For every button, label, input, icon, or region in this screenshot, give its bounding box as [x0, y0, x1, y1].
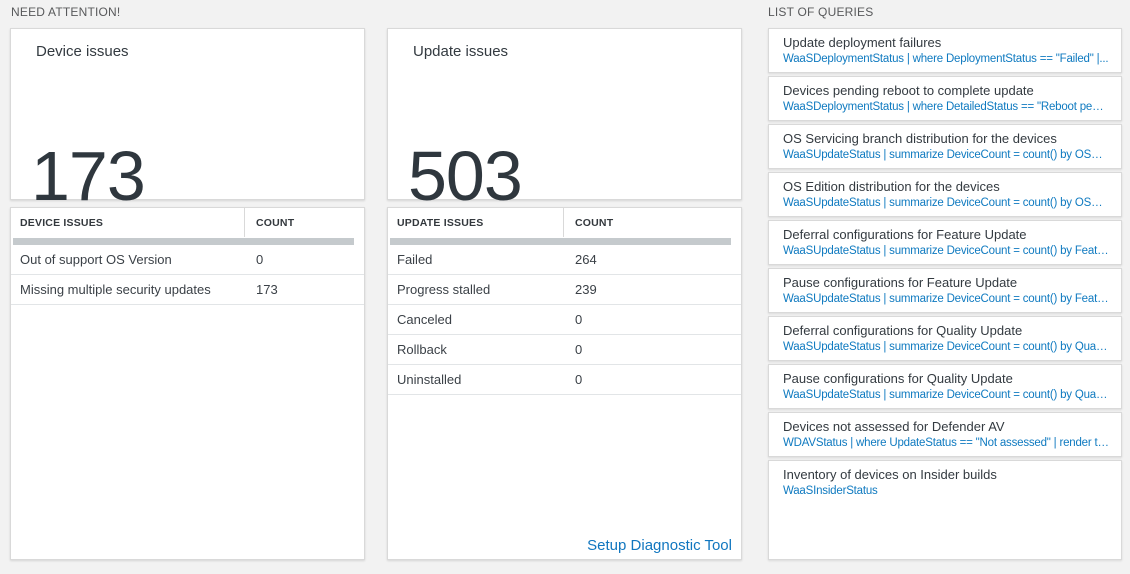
- table-row[interactable]: Rollback 0: [388, 335, 741, 365]
- horizontal-scrollbar[interactable]: [13, 238, 354, 245]
- query-code: WaaSDeploymentStatus | where DeploymentS…: [783, 53, 1109, 65]
- issue-name: Uninstalled: [397, 372, 462, 387]
- issue-name: Out of support OS Version: [20, 252, 172, 267]
- issue-name: Progress stalled: [397, 282, 491, 297]
- table-row[interactable]: Missing multiple security updates 173: [11, 275, 364, 305]
- device-issues-tile[interactable]: Device issues 173: [10, 28, 365, 211]
- issue-count: 0: [256, 252, 264, 267]
- issue-name: Canceled: [397, 312, 452, 327]
- count-col-header: COUNT: [575, 216, 614, 229]
- issue-count: 239: [575, 282, 597, 297]
- query-title: OS Servicing branch distribution for the…: [783, 131, 1057, 146]
- issue-count: 0: [575, 312, 583, 327]
- need-attention-heading: NEED ATTENTION!: [11, 5, 121, 19]
- query-title: Pause configurations for Quality Update: [783, 371, 1013, 386]
- query-item[interactable]: Inventory of devices on Insider builds W…: [768, 460, 1122, 560]
- setup-diagnostic-tool-link[interactable]: Setup Diagnostic Tool: [587, 537, 732, 554]
- update-issues-table: UPDATE ISSUES COUNT Failed 264 Progress …: [387, 207, 742, 560]
- query-title: Deferral configurations for Quality Upda…: [783, 323, 1023, 338]
- queries-panel: Update deployment failures WaaSDeploymen…: [768, 28, 1122, 560]
- query-item[interactable]: Update deployment failures WaaSDeploymen…: [768, 28, 1122, 73]
- table-row[interactable]: Progress stalled 239: [388, 275, 741, 305]
- query-title: Deferral configurations for Feature Upda…: [783, 227, 1027, 242]
- update-issues-tile[interactable]: Update issues 503: [387, 28, 742, 211]
- issue-count: 264: [575, 252, 597, 267]
- query-item[interactable]: Pause configurations for Feature Update …: [768, 268, 1122, 313]
- query-item[interactable]: Deferral configurations for Feature Upda…: [768, 220, 1122, 265]
- update-issues-title: Update issues: [413, 43, 509, 60]
- update-issues-total: 503: [408, 137, 523, 215]
- device-issues-total: 173: [31, 137, 146, 215]
- table-row[interactable]: Failed 264: [388, 245, 741, 275]
- query-title: Update deployment failures: [783, 35, 942, 50]
- query-code: WaaSInsiderStatus: [783, 485, 878, 497]
- query-item[interactable]: OS Servicing branch distribution for the…: [768, 124, 1122, 169]
- query-item[interactable]: Devices pending reboot to complete updat…: [768, 76, 1122, 121]
- issue-count: 0: [575, 342, 583, 357]
- query-code: WDAVStatus | where UpdateStatus == "Not …: [783, 437, 1109, 449]
- query-title: Pause configurations for Feature Update: [783, 275, 1018, 290]
- issue-count: 173: [256, 282, 278, 297]
- query-code: WaaSUpdateStatus | summarize DeviceCount…: [783, 149, 1109, 161]
- query-code: WaaSUpdateStatus | summarize DeviceCount…: [783, 197, 1109, 209]
- query-title: Devices pending reboot to complete updat…: [783, 83, 1034, 98]
- query-code: WaaSUpdateStatus | summarize DeviceCount…: [783, 245, 1109, 257]
- query-code: WaaSDeploymentStatus | where DetailedSta…: [783, 101, 1109, 113]
- query-code: WaaSUpdateStatus | summarize DeviceCount…: [783, 293, 1109, 305]
- count-col-header: COUNT: [256, 216, 295, 229]
- device-issues-table-header: DEVICE ISSUES COUNT: [11, 208, 364, 237]
- device-issues-title: Device issues: [36, 43, 129, 60]
- table-row[interactable]: Uninstalled 0: [388, 365, 741, 395]
- query-title: OS Edition distribution for the devices: [783, 179, 1000, 194]
- horizontal-scrollbar[interactable]: [390, 238, 731, 245]
- query-title: Devices not assessed for Defender AV: [783, 419, 1005, 434]
- update-issues-table-header: UPDATE ISSUES COUNT: [388, 208, 741, 237]
- issue-name: Rollback: [397, 342, 447, 357]
- table-row[interactable]: Canceled 0: [388, 305, 741, 335]
- issue-name: Missing multiple security updates: [20, 282, 211, 297]
- table-row[interactable]: Out of support OS Version 0: [11, 245, 364, 275]
- list-of-queries-heading: LIST OF QUERIES: [768, 5, 874, 19]
- update-issues-col-header: UPDATE ISSUES: [388, 208, 564, 237]
- device-issues-table: DEVICE ISSUES COUNT Out of support OS Ve…: [10, 207, 365, 560]
- query-item[interactable]: OS Edition distribution for the devices …: [768, 172, 1122, 217]
- query-item[interactable]: Pause configurations for Quality Update …: [768, 364, 1122, 409]
- query-item[interactable]: Deferral configurations for Quality Upda…: [768, 316, 1122, 361]
- query-code: WaaSUpdateStatus | summarize DeviceCount…: [783, 389, 1109, 401]
- query-item[interactable]: Devices not assessed for Defender AV WDA…: [768, 412, 1122, 457]
- query-code: WaaSUpdateStatus | summarize DeviceCount…: [783, 341, 1109, 353]
- issue-name: Failed: [397, 252, 433, 267]
- query-title: Inventory of devices on Insider builds: [783, 467, 997, 482]
- device-issues-col-header: DEVICE ISSUES: [11, 208, 245, 237]
- issue-count: 0: [575, 372, 583, 387]
